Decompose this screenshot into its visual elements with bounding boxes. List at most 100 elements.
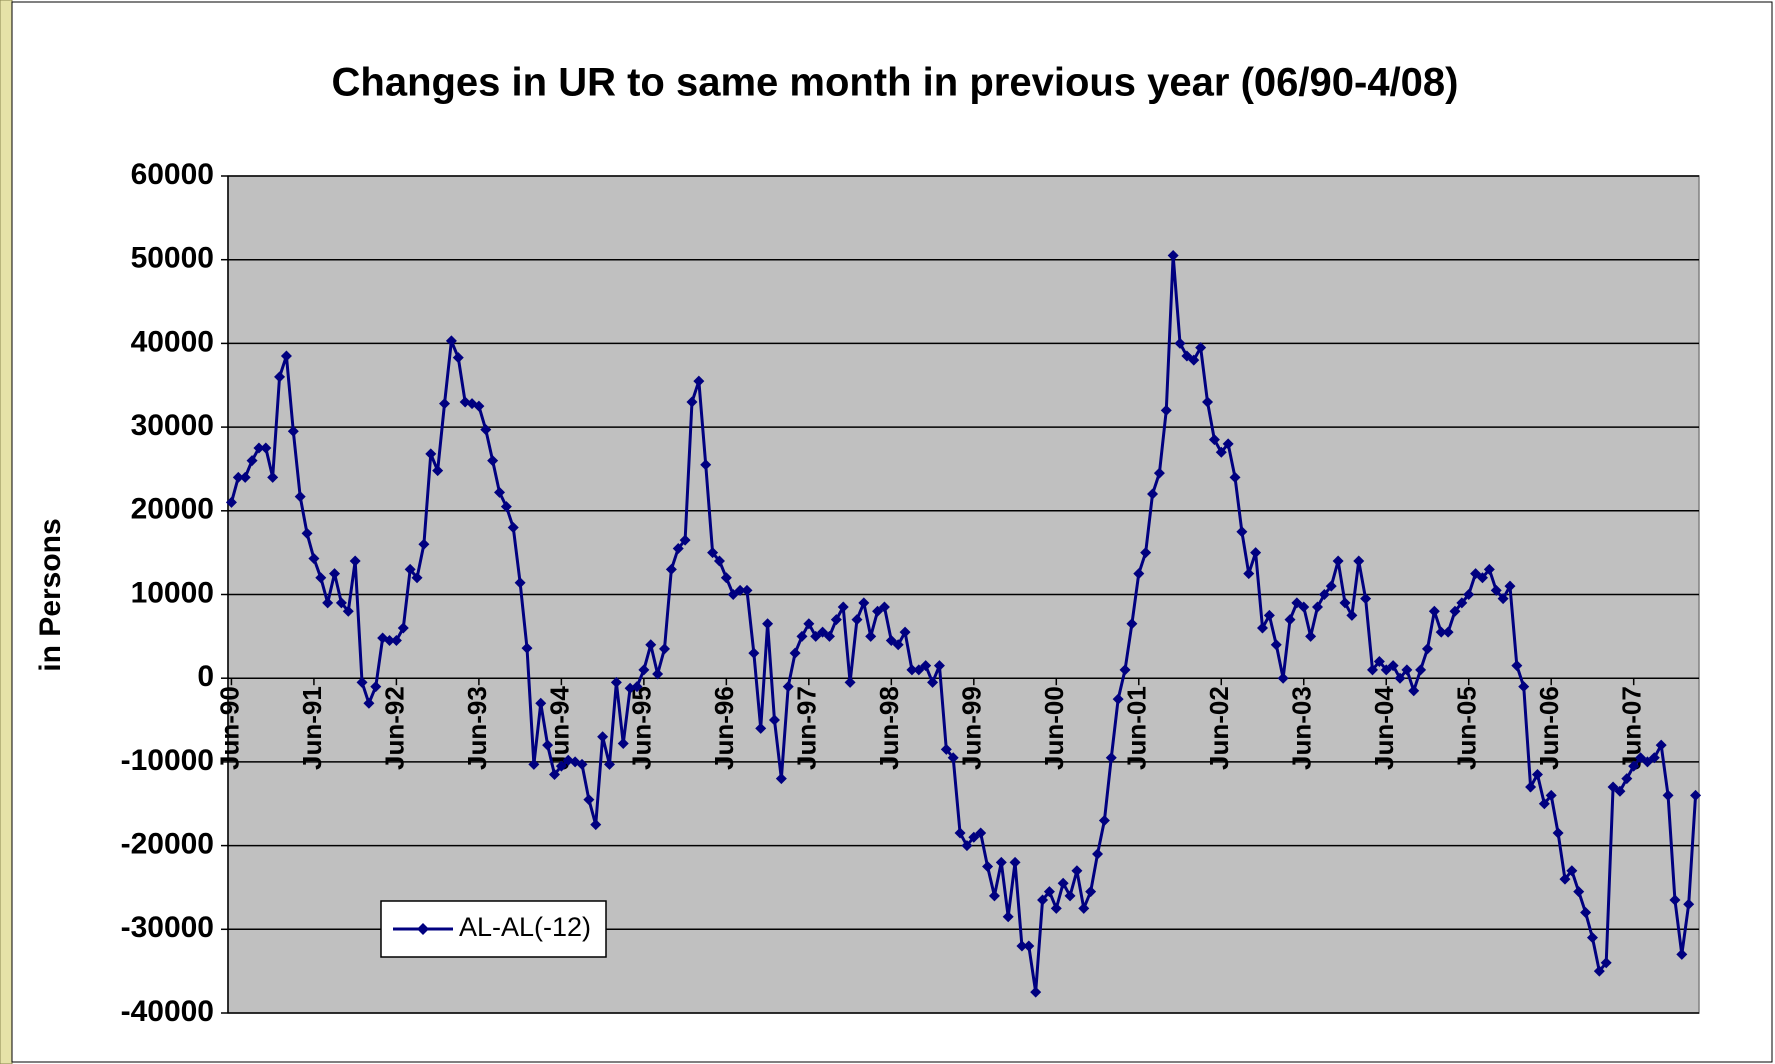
- marker: [1635, 752, 1647, 764]
- x-tick-label: Jun-92: [379, 686, 409, 770]
- marker: [968, 831, 980, 843]
- slide-edge: [0, 0, 13, 1064]
- x-tick-label: Jun-01: [1122, 686, 1152, 770]
- marker: [549, 768, 561, 780]
- marker: [1312, 601, 1324, 613]
- marker: [1497, 593, 1509, 605]
- marker: [1009, 856, 1021, 868]
- marker: [1690, 789, 1702, 801]
- marker: [1305, 630, 1317, 642]
- marker: [1600, 957, 1612, 969]
- marker: [1545, 789, 1557, 801]
- marker: [1339, 597, 1351, 609]
- marker: [1428, 605, 1440, 617]
- marker: [920, 660, 932, 672]
- marker: [1332, 555, 1344, 567]
- marker: [452, 352, 464, 364]
- marker: [1174, 337, 1186, 349]
- marker: [954, 827, 966, 839]
- marker: [370, 681, 382, 693]
- marker: [1470, 568, 1482, 580]
- marker: [1621, 773, 1633, 785]
- marker: [927, 676, 939, 688]
- marker: [817, 626, 829, 638]
- marker: [982, 861, 994, 873]
- marker: [603, 758, 615, 770]
- marker: [906, 664, 918, 676]
- marker: [1257, 622, 1269, 634]
- marker: [762, 618, 774, 630]
- marker: [1112, 693, 1124, 705]
- marker: [1614, 785, 1626, 797]
- marker: [1085, 886, 1097, 898]
- x-tick-label: Jun-05: [1452, 686, 1482, 770]
- marker: [1078, 902, 1090, 914]
- marker: [1284, 614, 1296, 626]
- marker: [597, 731, 609, 743]
- marker: [1325, 580, 1337, 592]
- marker: [1531, 768, 1543, 780]
- marker: [1202, 396, 1214, 408]
- marker: [590, 819, 602, 831]
- marker: [521, 642, 533, 654]
- marker: [1421, 643, 1433, 655]
- marker: [713, 555, 725, 567]
- marker: [535, 697, 547, 709]
- marker: [1483, 563, 1495, 575]
- marker: [1298, 601, 1310, 613]
- marker: [700, 459, 712, 471]
- marker: [301, 527, 313, 539]
- marker: [1518, 681, 1530, 693]
- marker: [892, 639, 904, 651]
- marker: [1566, 865, 1578, 877]
- marker: [1064, 890, 1076, 902]
- marker: [1525, 781, 1537, 793]
- marker: [1291, 597, 1303, 609]
- marker: [1229, 471, 1241, 483]
- legend-marker: [417, 923, 429, 935]
- marker: [390, 635, 402, 647]
- x-tick-label: Jun-00: [1039, 686, 1069, 770]
- marker: [1119, 664, 1131, 676]
- marker: [225, 496, 237, 508]
- y-tick-label: 30000: [131, 409, 214, 442]
- marker: [404, 563, 416, 575]
- marker: [1071, 865, 1083, 877]
- marker: [1208, 434, 1220, 446]
- marker: [1236, 526, 1248, 538]
- marker: [1098, 814, 1110, 826]
- marker: [315, 572, 327, 584]
- marker: [741, 584, 753, 596]
- marker: [1346, 609, 1358, 621]
- marker: [335, 597, 347, 609]
- marker: [844, 676, 856, 688]
- marker: [542, 739, 554, 751]
- marker: [1490, 584, 1502, 596]
- marker: [961, 840, 973, 852]
- marker: [1105, 752, 1117, 764]
- marker: [1043, 886, 1055, 898]
- marker: [329, 568, 341, 580]
- marker: [322, 597, 334, 609]
- marker: [432, 465, 444, 477]
- marker: [356, 676, 368, 688]
- marker: [1277, 672, 1289, 684]
- marker: [1463, 589, 1475, 600]
- marker: [1442, 626, 1454, 638]
- marker: [947, 752, 959, 764]
- legend-label: AL-AL(-12): [459, 912, 591, 942]
- marker: [384, 635, 396, 647]
- marker: [294, 491, 306, 503]
- marker: [1607, 781, 1619, 793]
- marker: [1016, 940, 1028, 952]
- marker: [878, 601, 890, 613]
- marker: [363, 697, 375, 709]
- marker: [1057, 877, 1069, 889]
- marker: [638, 664, 650, 676]
- marker: [494, 486, 506, 498]
- marker: [775, 773, 787, 785]
- marker: [1360, 593, 1372, 605]
- marker: [232, 471, 244, 483]
- marker: [988, 890, 1000, 902]
